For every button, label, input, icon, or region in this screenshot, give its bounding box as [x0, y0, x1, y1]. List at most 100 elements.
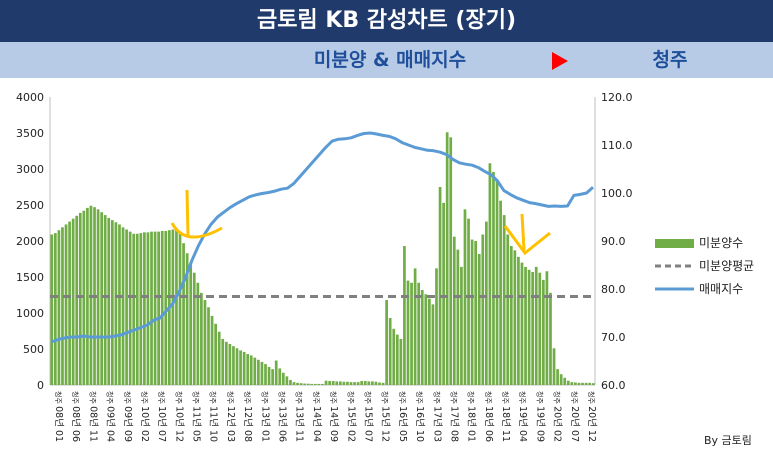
bar — [267, 367, 271, 385]
bar — [445, 132, 449, 385]
x-tick-label: 청주 13년 01 — [259, 391, 270, 442]
bar — [338, 381, 342, 385]
bar — [153, 231, 157, 385]
bar — [96, 209, 100, 385]
bar — [299, 383, 303, 385]
chart-title: 금토림 KB 감성차트 (장기) — [0, 0, 773, 42]
annotation-arrow-shaft — [520, 213, 526, 251]
bar — [157, 231, 160, 385]
bar — [196, 282, 200, 385]
bar — [591, 383, 595, 385]
bar — [545, 271, 549, 385]
bar — [502, 215, 506, 385]
bar — [438, 187, 442, 385]
bar — [114, 222, 118, 385]
bar — [371, 381, 374, 385]
bar — [253, 357, 257, 385]
bar — [477, 253, 481, 385]
bar — [146, 232, 150, 385]
bar — [538, 272, 542, 385]
bar — [581, 382, 584, 385]
bar — [527, 269, 531, 385]
bar — [417, 282, 421, 385]
bar — [524, 266, 527, 385]
x-tick-label: 청주 15년 02 — [345, 391, 356, 442]
bar — [189, 262, 193, 385]
annotation-curve — [170, 222, 223, 239]
bar — [257, 359, 260, 385]
bar — [235, 348, 239, 385]
bar — [264, 364, 267, 385]
bar — [485, 221, 488, 385]
bar — [517, 256, 520, 385]
bar — [353, 382, 356, 385]
bar — [552, 348, 556, 385]
x-tick-label: 청주 16년 05 — [397, 391, 408, 442]
annotation-arrow-shaft — [185, 189, 190, 237]
x-tick-label: 청주 09년 04 — [105, 391, 116, 442]
bar — [374, 381, 378, 385]
x-tick-label: 청주 18년 11 — [500, 391, 511, 442]
bar — [403, 246, 406, 385]
bar — [556, 369, 559, 385]
bar — [182, 243, 185, 385]
bar — [463, 209, 467, 385]
bar — [185, 253, 189, 385]
bar — [317, 383, 321, 385]
bar — [296, 382, 299, 385]
x-tick-label: 청주 10년 07 — [156, 391, 167, 442]
bar — [107, 217, 111, 385]
bar — [460, 266, 463, 385]
bar — [278, 368, 282, 385]
bar — [292, 382, 296, 385]
bar — [363, 381, 367, 385]
bar — [520, 262, 524, 385]
bar — [207, 307, 210, 385]
bar — [125, 229, 128, 385]
bar — [563, 377, 567, 385]
bar — [449, 137, 453, 385]
x-tick-label: 청주 10년 12 — [173, 391, 184, 442]
bar — [388, 318, 392, 385]
x-tick-label: 청주 19년 09 — [534, 391, 545, 442]
bar — [474, 241, 478, 385]
bar — [584, 382, 588, 385]
bar — [574, 382, 577, 385]
bar — [331, 381, 335, 385]
bar — [260, 361, 264, 385]
bar — [549, 292, 552, 385]
bar — [178, 233, 182, 385]
bar — [71, 218, 75, 385]
bar — [143, 232, 146, 385]
bar — [217, 331, 221, 385]
annotation-curve — [503, 225, 551, 256]
arrow-right-icon — [552, 52, 568, 70]
bar — [342, 381, 346, 385]
bar — [321, 383, 324, 385]
bar — [203, 300, 207, 385]
legend-label: 매매지수 — [699, 282, 743, 296]
bar — [242, 351, 246, 385]
x-tick-label: 청주 12년 03 — [225, 391, 236, 442]
x-tick-label: 청주 18년 01 — [466, 391, 477, 442]
region-label: 청주 — [652, 49, 688, 71]
bar — [531, 271, 535, 385]
y-right-tick-label: 90.0 — [601, 235, 626, 248]
bar — [566, 380, 570, 385]
bar — [139, 233, 143, 385]
bar — [306, 383, 310, 385]
bar — [481, 234, 485, 385]
bar — [488, 163, 492, 385]
x-tick-label: 청주 17년 08 — [449, 391, 460, 442]
bar — [57, 230, 61, 385]
bar — [399, 338, 403, 385]
y-left-tick-label: 3500 — [16, 127, 44, 140]
bar — [324, 380, 328, 385]
x-tick-label: 청주 11년 10 — [208, 391, 219, 442]
bar — [424, 294, 428, 385]
bar — [110, 220, 114, 385]
bar — [509, 246, 513, 385]
bar — [392, 328, 396, 385]
bar — [431, 304, 435, 385]
y-left-tick-label: 500 — [23, 343, 44, 356]
